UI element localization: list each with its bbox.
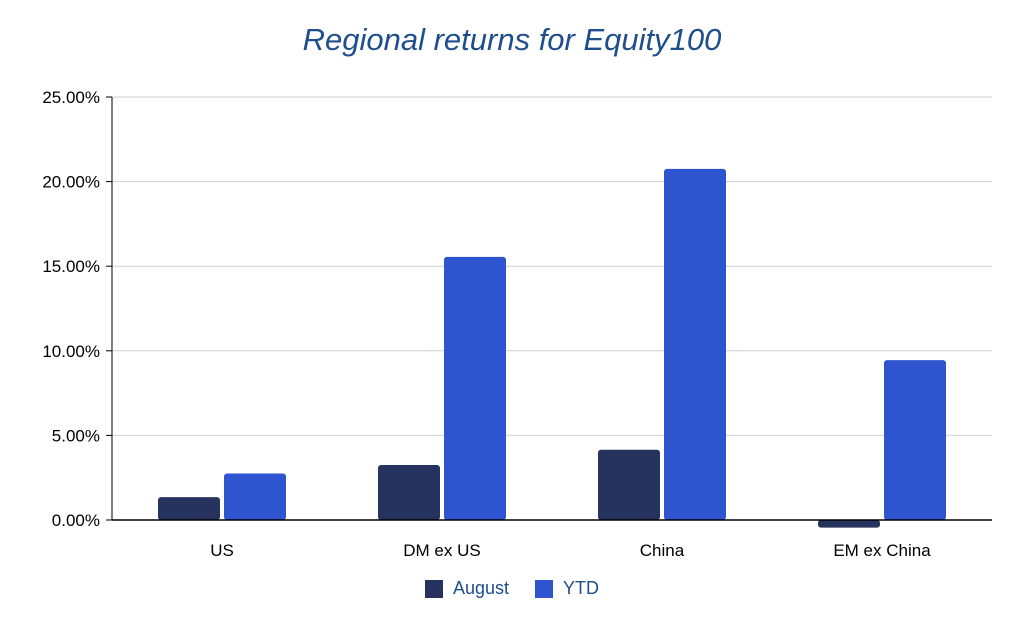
bar-august-0 bbox=[158, 497, 220, 520]
x-category-label: EM ex China bbox=[833, 541, 931, 560]
legend-swatch bbox=[535, 579, 554, 598]
y-tick-label: 10.00% bbox=[42, 342, 100, 361]
x-category-label: DM ex US bbox=[403, 541, 480, 560]
y-tick-label: 5.00% bbox=[52, 426, 100, 445]
bar-ytd-1 bbox=[444, 256, 506, 520]
legend-item-august: August bbox=[424, 578, 510, 599]
bar-ytd-0 bbox=[224, 473, 286, 520]
y-tick-label: 15.00% bbox=[42, 257, 100, 276]
chart-title: Regional returns for Equity100 bbox=[302, 22, 722, 57]
legend-label: August bbox=[452, 578, 510, 598]
x-category-label: China bbox=[640, 541, 685, 560]
bar-august-1 bbox=[378, 465, 440, 520]
y-tick-label: 20.00% bbox=[42, 173, 100, 192]
bar-august-2 bbox=[598, 449, 660, 520]
x-category-label: US bbox=[210, 541, 234, 560]
y-tick-label: 0.00% bbox=[52, 511, 100, 530]
bar-ytd-2 bbox=[664, 168, 726, 520]
legend-item-ytd: YTD bbox=[535, 578, 599, 599]
legend-swatch bbox=[424, 579, 443, 598]
y-tick-label: 25.00% bbox=[42, 88, 100, 107]
bar-ytd-3 bbox=[884, 360, 946, 520]
bar-august-3 bbox=[818, 520, 880, 528]
legend: August YTD bbox=[0, 578, 1024, 599]
legend-label: YTD bbox=[563, 578, 600, 598]
